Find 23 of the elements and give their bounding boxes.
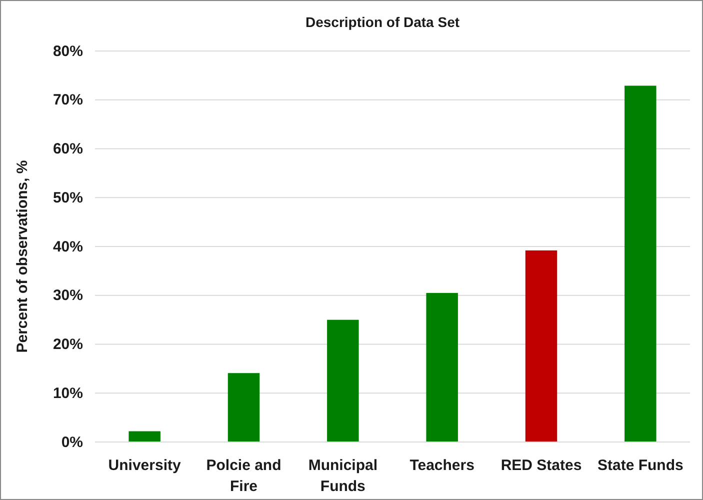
y-tick-label: 70% [52, 92, 83, 109]
x-tick-label: RED States [500, 457, 582, 474]
y-tick-label: 0% [61, 434, 83, 451]
y-tick-label: 30% [52, 287, 83, 304]
bar [525, 250, 558, 442]
x-tick-label: Municipal Funds [308, 457, 378, 495]
y-tick-label: 80% [52, 42, 83, 60]
y-tick-label: 40% [52, 238, 83, 256]
x-tick-label: Polcie and Fire [206, 457, 282, 495]
y-tick-label: 20% [52, 336, 83, 354]
x-tick-label: State Funds [597, 457, 684, 474]
bar [228, 373, 260, 442]
y-tick-label: 10% [52, 384, 83, 402]
x-tick-label: Teachers [410, 457, 474, 474]
bar [128, 431, 160, 442]
chart-title: Description of Data Set [305, 14, 460, 30]
bar [624, 86, 656, 442]
bar [327, 320, 359, 442]
y-tick-label: 60% [52, 140, 83, 158]
bar [426, 292, 458, 442]
y-tick-label: 50% [52, 189, 83, 206]
y-axis-title: Percent of observations, % [14, 160, 31, 353]
x-tick-label: University [108, 457, 182, 474]
